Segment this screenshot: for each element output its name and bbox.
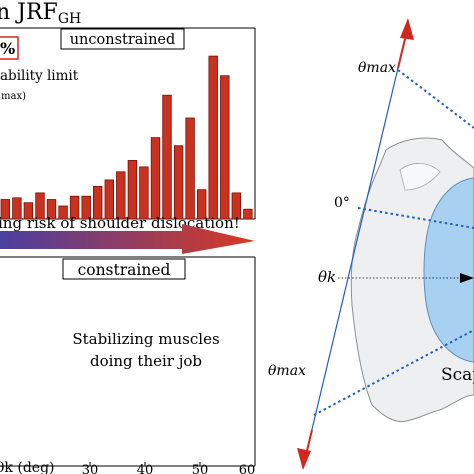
bar [139,166,149,220]
unconstrained-label-box [60,28,185,50]
x-tick-label: 30 [82,463,99,474]
unconstrained-panel: n JRFGH % unconstrained ability limit ma… [0,0,256,254]
bar [220,75,230,220]
shoulder-diagram: θmax 0° θk θmax Scap [268,18,474,470]
bar [12,197,22,220]
x-tick-label: 50 [192,463,209,474]
bar [196,189,207,220]
theta-max-top-ray [397,69,474,129]
percent-label: % [0,39,15,58]
red-up-arrow-icon [400,18,414,40]
chart-title: n JRFGH [0,0,81,27]
stabilizing-text-1: Stabilizing muscles [72,330,219,348]
scapula-label: Scap [441,365,474,385]
unconstrained-bars [0,55,253,220]
zero-degree-label: 0° [334,195,350,211]
red-top-segment [397,34,407,69]
bar [93,185,103,220]
bar [81,195,91,220]
red-bottom-segment [303,429,313,464]
scapula-highlight [399,163,441,191]
x-tick-label: 60 [239,463,256,474]
bar [243,208,253,220]
bar [23,202,34,220]
x-axis-ticks: 30 40 50 60 [82,462,256,474]
bar [46,199,57,220]
stability-limit-text: ability limit [0,68,79,84]
bar [185,117,195,220]
bar [231,192,242,220]
bar [208,55,218,220]
x-axis-label: θk (deg) [0,460,55,474]
percent-box [0,36,19,60]
theta-k-label: θk [318,268,336,286]
risk-arrow-icon [0,224,255,254]
constrained-label-box [62,258,186,280]
bar [116,171,126,220]
bar [162,94,172,220]
bar [127,159,138,220]
bar [35,192,45,220]
theta-max-bottom-label: θmax [268,363,306,379]
risk-text: ing risk of shoulder dislocation! [0,214,240,232]
constrained-panel: constrained Stabilizing muscles doing th… [0,256,256,474]
bar [104,179,115,220]
bar [58,205,68,220]
glenoid-surface [423,177,474,363]
stabilizing-text-2: doing their job [90,352,202,370]
constrained-label: constrained [78,261,171,279]
glenoid-axis-line [303,25,409,464]
bar [173,145,184,220]
stability-limit-subscript: max) [1,91,26,102]
theta-max-bottom-ray [313,329,474,416]
bar [0,199,11,220]
bar [69,195,80,220]
bar [150,137,161,220]
unconstrained-label: unconstrained [70,32,176,48]
theta-max-top-label: θmax [358,60,396,76]
x-tick-label: 40 [137,463,154,474]
force-arrow-icon [460,273,474,283]
